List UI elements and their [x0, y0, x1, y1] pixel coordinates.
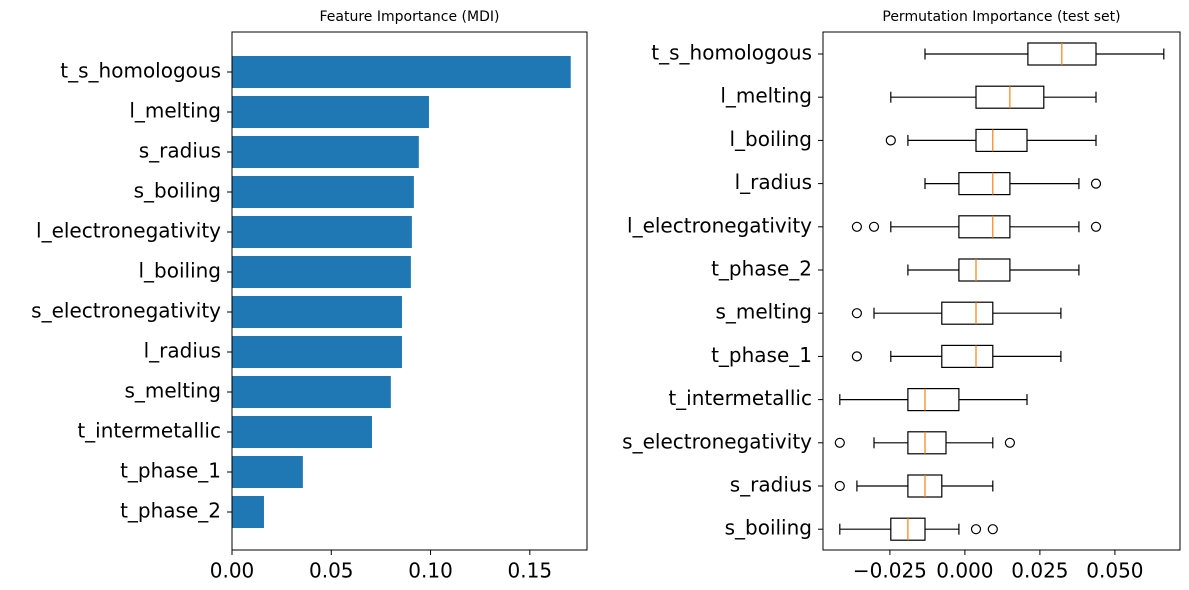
bar [232, 256, 411, 288]
y-tick-label: s_electronegativity [31, 299, 221, 323]
y-tick-label: l_boiling [138, 259, 221, 283]
y-tick-label: t_intermetallic [668, 386, 812, 410]
bar [232, 496, 264, 528]
box [975, 128, 1028, 152]
y-tick-label: t_phase_2 [120, 499, 221, 523]
y-tick-label: t_phase_2 [711, 257, 812, 281]
y-tick-label: l_boiling [729, 127, 812, 151]
y-tick-label: t_s_homologous [60, 59, 221, 83]
y-tick-label: t_intermetallic [77, 419, 221, 443]
y-tick-label: l_melting [129, 99, 221, 123]
x-tick-label: 0.10 [408, 559, 453, 583]
y-tick-label: l_radius [735, 170, 812, 194]
outlier [851, 308, 863, 319]
box [907, 431, 947, 455]
outlier [970, 524, 982, 535]
box [958, 172, 1011, 196]
y-tick-label: s_boiling [725, 516, 812, 540]
box [941, 344, 994, 368]
outlier [851, 351, 863, 362]
x-tick-label: 0.05 [309, 559, 354, 583]
x-tick-label: 0.025 [1011, 559, 1068, 583]
y-tick-label: s_radius [139, 139, 221, 163]
outlier [868, 221, 880, 232]
outlier [834, 437, 845, 448]
outlier [1090, 221, 1102, 232]
y-tick-label: t_phase_1 [120, 459, 221, 483]
y-tick-label: s_electronegativity [622, 429, 812, 453]
y-tick-label: s_boiling [134, 179, 221, 203]
bar [232, 296, 402, 328]
y-tick-label: s_radius [730, 473, 812, 497]
x-tick-label: 0.15 [508, 559, 553, 583]
y-tick-label: t_phase_1 [711, 343, 812, 367]
y-tick-label: l_electronegativity [627, 213, 812, 237]
bar [232, 336, 402, 368]
bar [232, 416, 372, 448]
y-tick-label: s_melting [124, 379, 221, 403]
bar [232, 96, 429, 128]
outlier [851, 221, 863, 232]
bar [232, 376, 391, 408]
plot-frame [822, 31, 1181, 551]
box [907, 388, 960, 412]
x-tick-label: 0.000 [936, 559, 993, 583]
box [958, 258, 1011, 282]
y-tick-label: l_radius [144, 339, 221, 363]
y-tick-label: s_melting [715, 300, 812, 324]
bar [232, 136, 419, 168]
chart-title: Permutation Importance (test set) [882, 9, 1120, 25]
outlier [885, 135, 896, 146]
box [958, 215, 1011, 239]
box [941, 301, 994, 325]
y-tick-label: t_s_homologous [651, 41, 812, 65]
bar [232, 56, 571, 88]
bar [232, 176, 414, 208]
y-tick-label: l_electronegativity [36, 219, 221, 243]
bar [232, 456, 303, 488]
x-tick-label: 0.050 [1086, 559, 1143, 583]
x-tick-label: −0.025 [853, 559, 927, 583]
bar [232, 216, 412, 248]
plot-frame [231, 31, 588, 551]
y-tick-label: l_melting [720, 84, 812, 108]
outlier [987, 524, 998, 535]
outlier [1090, 178, 1102, 189]
outlier [1004, 437, 1016, 448]
outlier [834, 480, 845, 492]
x-tick-label: 0.00 [210, 559, 255, 583]
chart-title: Feature Importance (MDI) [320, 9, 500, 25]
